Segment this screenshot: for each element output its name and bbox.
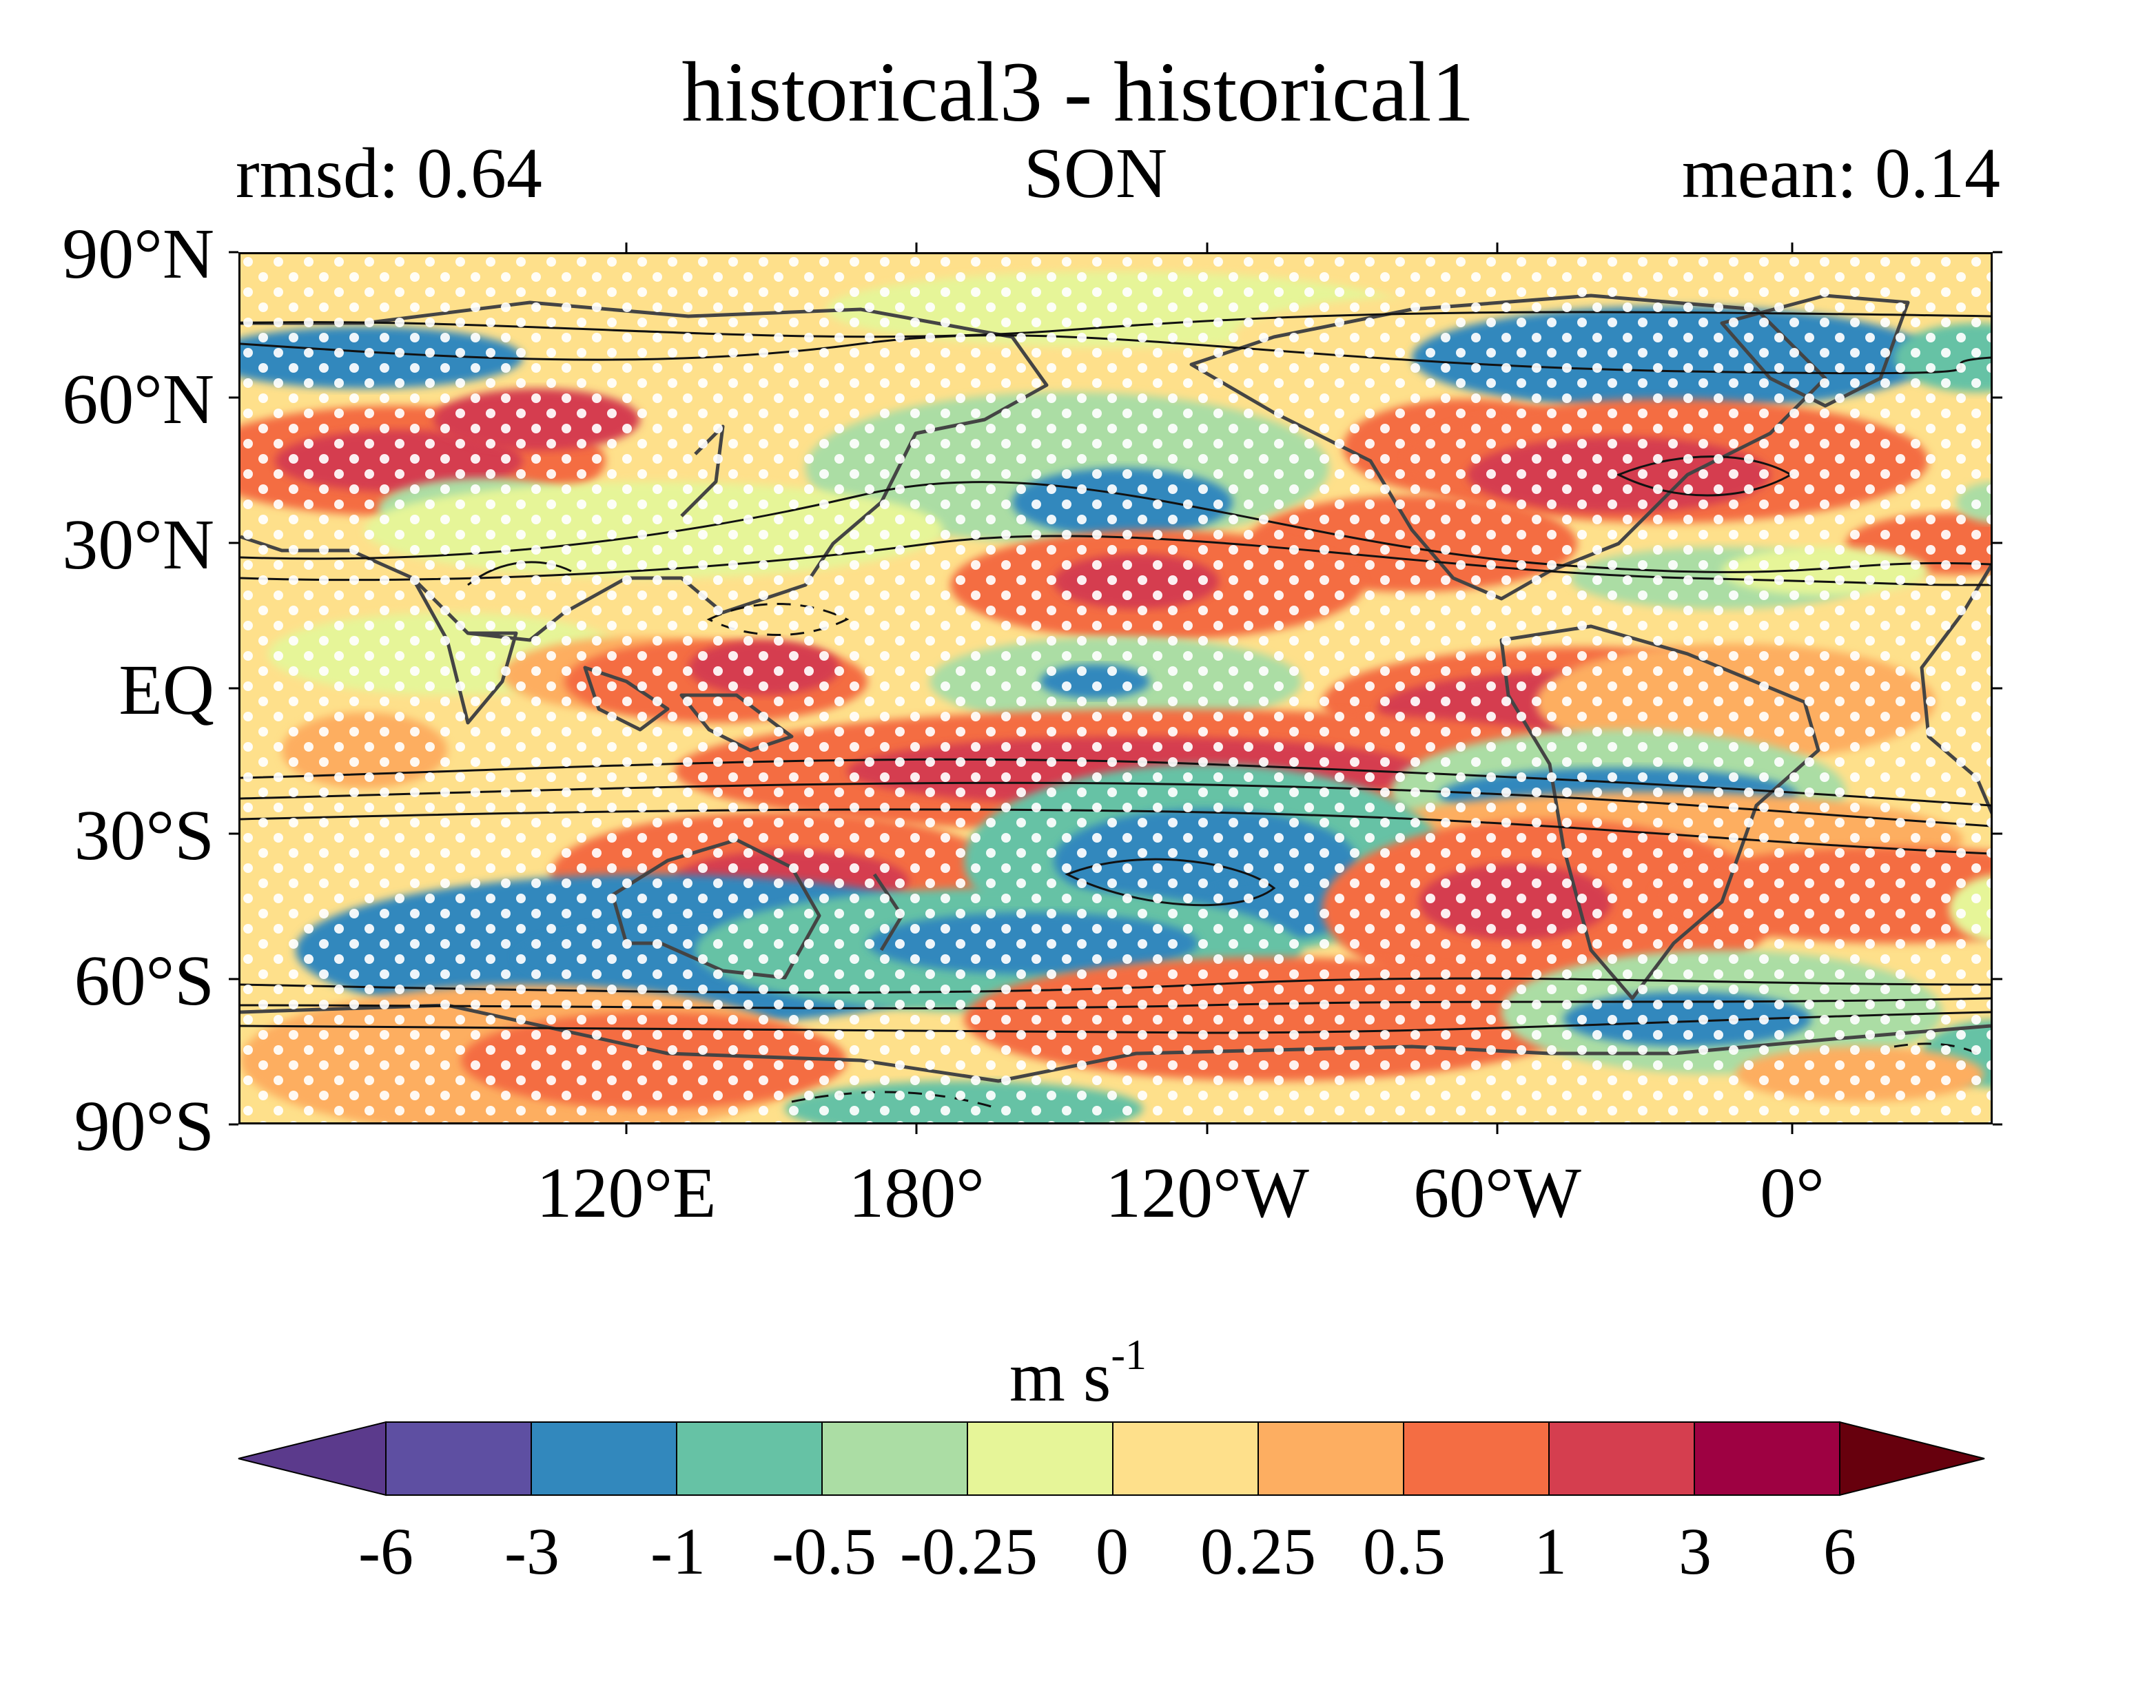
rmsd-stat: rmsd: 0.64 (236, 134, 542, 213)
colorbar-tick-label: 6 (1823, 1514, 1856, 1588)
lon-label-60w: 60°W (1413, 1153, 1581, 1233)
chart-title: historical3 - historical1 (681, 45, 1475, 139)
colorbar-tick-label: -3 (504, 1514, 559, 1588)
lat-label-60n: 60°N (62, 360, 214, 439)
map-field (240, 254, 1991, 1122)
lat-label-90s: 90°S (74, 1087, 214, 1166)
lat-label-90n: 90°N (62, 214, 214, 294)
colorbar-units-exponent: -1 (1111, 1332, 1147, 1379)
colorbar-tick-label: 0 (1096, 1514, 1129, 1588)
colorbar-tick-label: -1 (650, 1514, 706, 1588)
lon-label-120w: 120°W (1105, 1153, 1309, 1233)
lat-label-60s: 60°S (74, 941, 214, 1020)
colorbar-tick-label: 0.25 (1200, 1514, 1316, 1588)
lat-label-eq: EQ (119, 650, 214, 730)
lon-label-180: 180° (848, 1153, 985, 1233)
lat-label-30n: 30°N (62, 505, 214, 584)
colorbar-tick-label: -6 (358, 1514, 413, 1588)
significance-stippling (240, 254, 1991, 1122)
colorbar-tick-label: 0.5 (1363, 1514, 1446, 1588)
colorbar-tick-label: 1 (1534, 1514, 1567, 1588)
colorbar-units: m s-1 (0, 1331, 2156, 1418)
colorbar-tick-label: -0.25 (900, 1514, 1038, 1588)
colorbar-tick-label: -0.5 (772, 1514, 876, 1588)
lon-label-120e: 120°E (536, 1153, 717, 1233)
colorbar-units-base: m s (1009, 1337, 1111, 1417)
map-panel (238, 252, 1993, 1124)
season-label: SON (1024, 134, 1168, 213)
mean-stat: mean: 0.14 (1681, 134, 2000, 213)
lat-label-30s: 30°S (74, 796, 214, 875)
lon-label-0: 0° (1760, 1153, 1825, 1233)
colorbar-tick-label: 3 (1678, 1514, 1712, 1588)
